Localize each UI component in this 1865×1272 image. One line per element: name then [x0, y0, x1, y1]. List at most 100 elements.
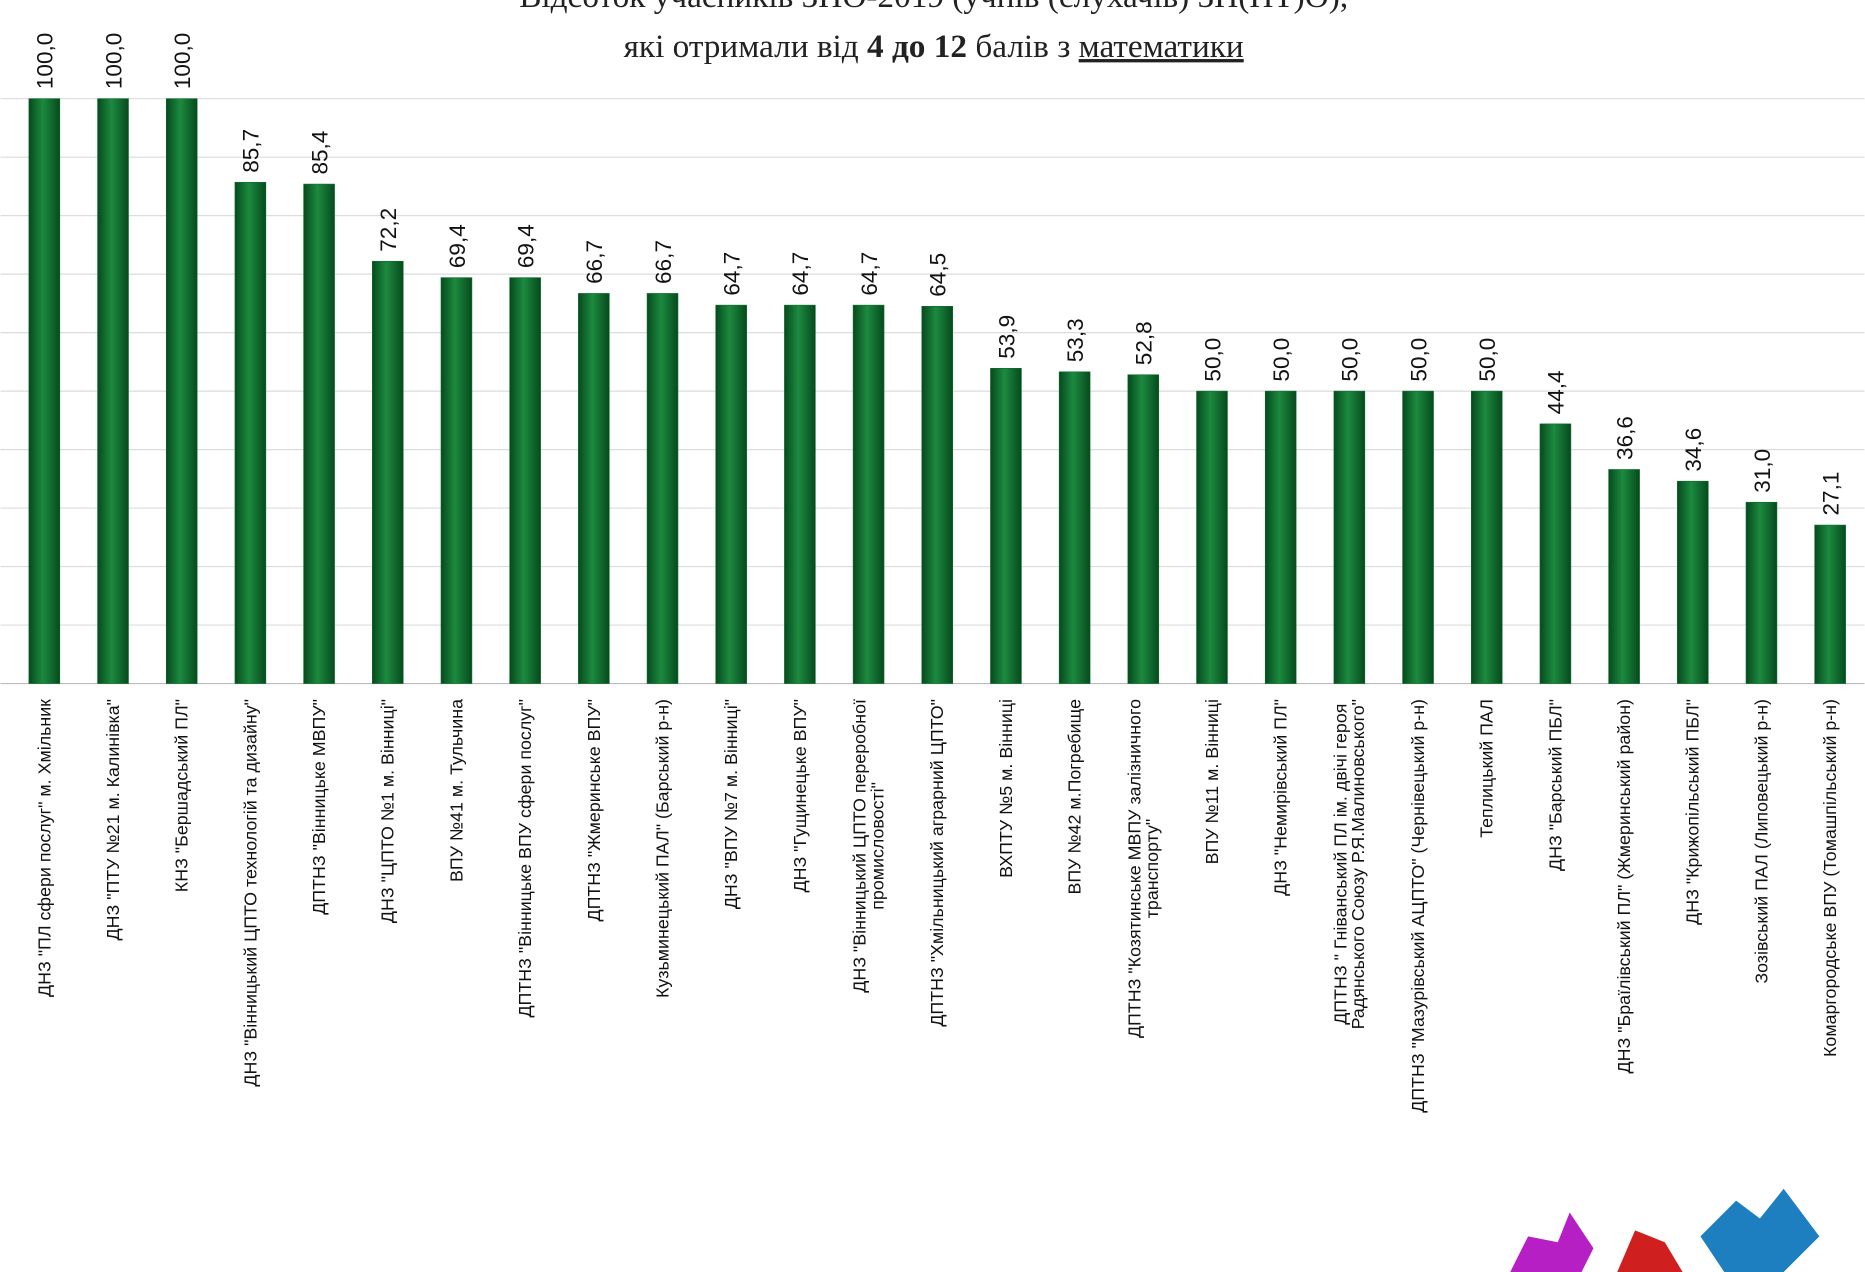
x-tick-label: Кузьминецький ПАЛ" (Барський р-н) — [652, 699, 672, 998]
value-label: 69,4 — [513, 224, 538, 268]
value-label: 53,9 — [994, 315, 1019, 359]
title-part: 4 до 12 — [867, 28, 967, 65]
value-label: 31,0 — [1750, 449, 1775, 493]
bar — [440, 277, 473, 684]
value-label: 64,7 — [857, 252, 882, 296]
bar — [990, 368, 1022, 684]
title-part: балів з — [975, 28, 1070, 65]
chart-title: Відсоток учасників ЗНО-2019 (учнів (слух… — [519, 0, 1348, 15]
label-line: ДПТНЗ " Гніванський ПЛ ім. двічі героя — [1330, 704, 1350, 1025]
value-label: 36,6 — [1612, 416, 1637, 460]
value-label: 85,7 — [239, 129, 264, 173]
value-label: 64,7 — [788, 252, 813, 296]
label-line: ДПТНЗ "Козятинське МВПУ залізничного — [1124, 699, 1144, 1038]
label-line: ВПУ №11 м. Вінниці — [1202, 699, 1222, 864]
bar — [303, 183, 335, 684]
bar — [1402, 390, 1434, 684]
bar — [784, 304, 816, 684]
x-tick-label: ДПТНЗ "Хмільницький аграрний ЦПТО" — [927, 699, 947, 1027]
decoration — [1510, 1188, 1820, 1272]
label-line: транспорту" — [1142, 819, 1162, 918]
value-label: 50,0 — [1338, 338, 1363, 382]
bar — [1333, 390, 1366, 684]
bar — [921, 306, 954, 684]
title-part: які отримали від — [624, 28, 859, 65]
x-tick-label: ВПУ №11 м. Вінниці — [1202, 699, 1222, 864]
label-line: ВХПТУ №5 м. Вінниці — [996, 699, 1016, 878]
label-line: ДНЗ "Браїлівський ПЛ" (Жмеринський район… — [1614, 699, 1634, 1073]
value-label: 50,0 — [1406, 338, 1431, 382]
x-tick-label: ДНЗ "ВПУ №7 м. Вінниці" — [721, 699, 741, 909]
bar — [97, 98, 129, 684]
bar — [1127, 374, 1160, 684]
value-label: 100,0 — [170, 33, 195, 90]
x-tick-label: КНЗ "Бершадський ПЛ" — [172, 699, 192, 892]
label-line: ДПТНЗ "Вінницьке МВПУ" — [309, 699, 329, 915]
chart-title: які отримали від 4 до 12 балів з математики — [624, 28, 1244, 65]
x-tick-label: ДНЗ "ПТУ №21 м. Калинівка" — [103, 699, 123, 940]
x-tick-label: ДНЗ "Немирівський ПЛ" — [1271, 699, 1291, 896]
label-line: Теплицький ПАЛ — [1477, 699, 1497, 838]
bar — [1745, 501, 1778, 684]
label-line: ДНЗ "Гущинецьке ВПУ" — [790, 699, 810, 893]
bar — [1608, 469, 1640, 684]
label-line: ДНЗ "Вінницький ЦПТО переробної — [850, 699, 870, 993]
bar — [1196, 390, 1228, 684]
label-line: ВПУ №41 м. Тульчина — [446, 699, 466, 882]
bar — [28, 98, 61, 684]
x-tick-label: ДПТНЗ "Вінницьке ВПУ сфери послуг" — [515, 699, 535, 1018]
bar — [509, 277, 541, 684]
x-tick-label: ДПТНЗ "Мазурівський АЦПТО" (Чернівецький… — [1408, 699, 1428, 1113]
bar — [578, 293, 610, 684]
label-line: ДПТНЗ "Хмільницький аграрний ЦПТО" — [927, 699, 947, 1027]
label-line: ВПУ №42 м.Погребище — [1065, 699, 1085, 895]
value-label: 66,7 — [651, 240, 676, 284]
x-tick-label: ДНЗ "Вінницький ЦПТО технологій та дизай… — [240, 699, 260, 1087]
value-label: 66,7 — [582, 240, 607, 284]
label-line: ДПТНЗ "Мазурівський АЦПТО" (Чернівецький… — [1408, 699, 1428, 1113]
value-label: 100,0 — [101, 33, 126, 90]
x-tick-label: ДНЗ "Вінницький ЦПТО переробноїпромислов… — [850, 699, 888, 993]
bar — [234, 182, 267, 684]
x-tick-label: ДПТНЗ "Жмеринське ВПУ" — [584, 699, 604, 922]
bar — [1814, 524, 1846, 684]
label-line: ДНЗ "ЦПТО №1 м. Вінниці" — [378, 699, 398, 923]
bar — [1264, 390, 1297, 684]
x-tick-label: ДПТНЗ "Вінницьке МВПУ" — [309, 699, 329, 915]
value-label: 64,5 — [926, 253, 951, 297]
x-tick-label: Комаргородське ВПУ (Томашпільський р-н) — [1820, 699, 1840, 1057]
label-line: ДПТНЗ "Жмеринське ВПУ" — [584, 699, 604, 922]
label-line: Кузьминецький ПАЛ" (Барський р-н) — [652, 699, 672, 998]
value-label: 27,1 — [1818, 472, 1843, 516]
x-tick-label: ДНЗ "Крижопільський ПБЛ" — [1683, 699, 1703, 925]
value-label: 50,0 — [1475, 338, 1500, 382]
value-label: 53,3 — [1063, 318, 1088, 362]
x-tick-label: ДНЗ "Браїлівський ПЛ" (Жмеринський район… — [1614, 699, 1634, 1073]
x-tick-label: Зозівський ПАЛ (Липовецький р-н) — [1751, 699, 1771, 984]
label-line: ДНЗ "Барський ПБЛ" — [1545, 699, 1565, 871]
bar — [646, 293, 679, 684]
value-label: 72,2 — [376, 208, 401, 252]
label-line: ДНЗ "ВПУ №7 м. Вінниці" — [721, 699, 741, 909]
value-label: 100,0 — [33, 33, 58, 90]
bar — [372, 260, 404, 684]
value-label: 34,6 — [1681, 428, 1706, 472]
bar — [1677, 480, 1709, 684]
value-label: 50,0 — [1269, 338, 1294, 382]
label-line: ДНЗ "ПЛ сфери послуг" м. Хмільник — [34, 699, 54, 997]
value-label: 69,4 — [445, 224, 470, 268]
label-line: КНЗ "Бершадський ПЛ" — [172, 699, 192, 892]
x-tick-label: ДНЗ "ЦПТО №1 м. Вінниці" — [378, 699, 398, 923]
label-line: ДНЗ "Крижопільський ПБЛ" — [1683, 699, 1703, 925]
x-tick-label: ВХПТУ №5 м. Вінниці — [996, 699, 1016, 878]
x-tick-label: ДНЗ "ПЛ сфери послуг" м. Хмільник — [34, 699, 54, 997]
label-line: ДНЗ "ПТУ №21 м. Калинівка" — [103, 699, 123, 940]
value-label: 64,7 — [720, 252, 745, 296]
x-tick-label: ВПУ №42 м.Погребище — [1065, 699, 1085, 895]
x-tick-label: ДНЗ "Барський ПБЛ" — [1545, 699, 1565, 871]
bar — [715, 304, 747, 684]
bar — [852, 304, 885, 684]
x-tick-label: ВПУ №41 м. Тульчина — [446, 699, 466, 882]
title-part: математики — [1079, 28, 1244, 65]
